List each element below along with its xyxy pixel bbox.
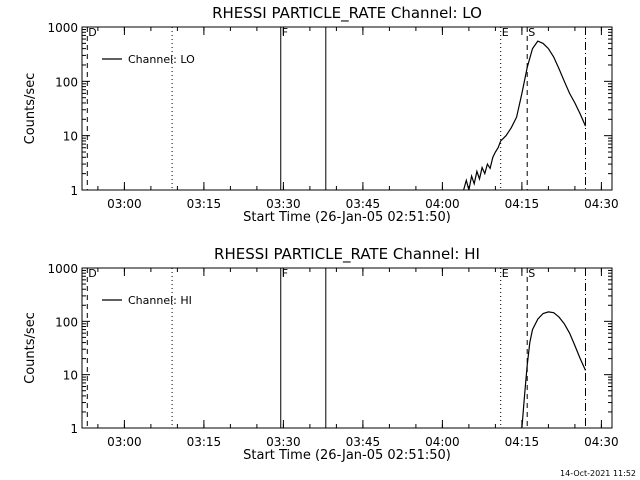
y-tick-label: 1000 [47, 262, 78, 276]
x-tick-label: 03:15 [187, 435, 222, 449]
x-tick-label: 03:00 [107, 197, 142, 211]
plot-frame [81, 267, 613, 429]
x-tick-label: 03:00 [107, 435, 142, 449]
x-tick-label: 03:15 [187, 197, 222, 211]
chart-panel-2: RHESSI PARTICLE_RATE Channel: HI 03:00 03:… [23, 245, 619, 463]
event-marker-label: E [502, 267, 509, 280]
x-tick-label: 04:15 [505, 435, 540, 449]
chart-panel-1: RHESSI PARTICLE_RATE Channel: LO 03:00 03:… [23, 4, 619, 225]
x-tick-label: 04:00 [425, 197, 460, 211]
y-tick-label: 1000 [47, 21, 78, 35]
legend-label: Channel: HI [128, 294, 192, 307]
chart-title: RHESSI PARTICLE_RATE Channel: LO [212, 4, 482, 23]
x-tick-label: 03:45 [346, 197, 381, 211]
legend-label: Channel: LO [128, 53, 195, 66]
y-tick-label: 100 [55, 75, 78, 89]
plot-frame [81, 26, 613, 191]
y-axis-label: Counts/sec [23, 73, 38, 145]
y-tick-label: 1 [70, 184, 78, 198]
x-tick-label: 03:30 [266, 197, 301, 211]
x-tick-label: 04:00 [425, 435, 460, 449]
event-marker-label: S [528, 26, 535, 39]
x-tick-label: 04:30 [584, 435, 619, 449]
x-tick-label: 04:30 [584, 197, 619, 211]
x-tick-label: 04:15 [505, 197, 540, 211]
y-tick-label: 1 [70, 422, 78, 436]
y-tick-label: 100 [55, 315, 78, 329]
event-marker-label: D [88, 26, 96, 39]
series-line [463, 40, 587, 191]
x-tick-label: 03:30 [266, 435, 301, 449]
x-axis-label: Start Time (26-Jan-05 02:51:50) [243, 210, 451, 225]
x-axis-label: Start Time (26-Jan-05 02:51:50) [243, 448, 451, 463]
event-marker-label: S [528, 267, 535, 280]
event-marker-label: F [282, 267, 288, 280]
y-tick-label: 10 [63, 369, 78, 383]
chart-title: RHESSI PARTICLE_RATE Channel: HI [214, 245, 480, 264]
event-marker-label: D [88, 267, 96, 280]
y-axis-label: Counts/sec [23, 312, 38, 384]
y-tick-label: 10 [63, 130, 78, 144]
event-marker-label: E [502, 26, 509, 39]
footer-timestamp: 14-Oct-2021 11:52 [560, 469, 636, 478]
event-marker-label: F [282, 26, 288, 39]
series-line [521, 311, 587, 429]
x-tick-label: 03:45 [346, 435, 381, 449]
